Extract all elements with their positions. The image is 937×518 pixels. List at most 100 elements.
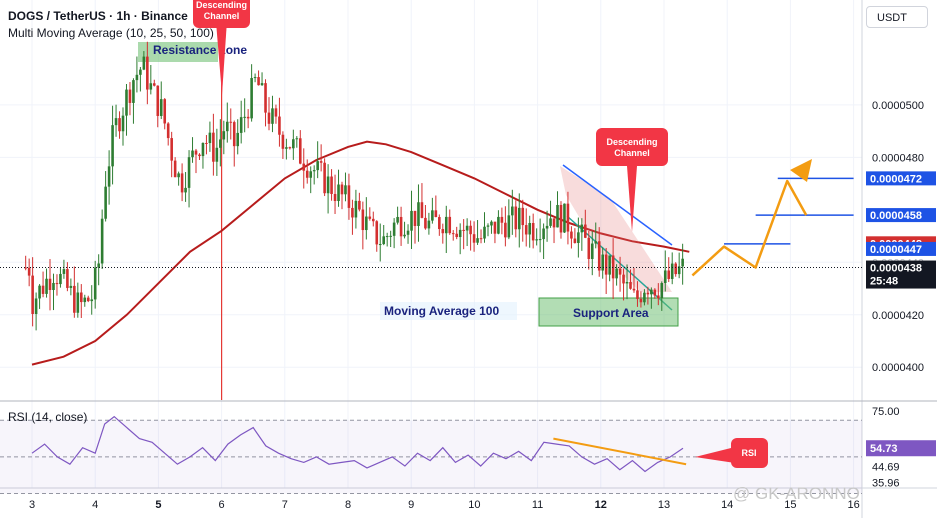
candle-body <box>76 292 80 313</box>
candle-body <box>295 138 299 140</box>
candle-body <box>458 229 462 238</box>
candle-body <box>274 108 278 117</box>
candle-body <box>288 147 292 149</box>
time-tick: 13 <box>658 499 670 511</box>
candle-body <box>657 295 660 299</box>
candle-body <box>48 278 52 291</box>
candle-body <box>139 69 142 75</box>
candle-body <box>417 202 420 226</box>
candle-body <box>476 238 479 243</box>
candle-body <box>549 218 552 226</box>
candle-body <box>201 142 205 157</box>
rsi-tick: 75.00 <box>872 406 900 418</box>
time-tick: 6 <box>219 499 225 511</box>
candle-body <box>493 221 497 234</box>
candle-body <box>465 225 469 231</box>
candle-body <box>246 116 250 119</box>
candle-body <box>434 210 438 218</box>
candle-body <box>257 77 260 86</box>
rsi-line <box>31 415 684 473</box>
rsi-callout-text: RSI <box>741 448 756 458</box>
candle-body <box>278 116 281 135</box>
candle-body <box>309 171 313 178</box>
candle-body <box>135 74 139 81</box>
watermark: @ GK-ARONNO <box>733 484 860 503</box>
candle-body <box>232 122 236 147</box>
candle-body <box>344 185 347 195</box>
candle-body <box>302 163 306 171</box>
descending-channel-callout-top-text: Descending <box>196 0 247 10</box>
resistance-zone-box <box>138 42 218 62</box>
candle-body <box>292 139 295 149</box>
candle-body <box>191 150 194 158</box>
candle-body <box>566 203 570 232</box>
candle-body <box>236 132 240 147</box>
candle-body <box>215 147 219 162</box>
candle-body <box>403 234 406 237</box>
candle-body <box>444 216 448 234</box>
candle-body <box>365 216 368 231</box>
candle-body <box>486 225 490 227</box>
descending-channel-callout-top-text: Channel <box>204 11 240 21</box>
candle-body <box>497 216 500 234</box>
candle-body <box>378 244 382 246</box>
time-tick: 7 <box>282 499 288 511</box>
candle-body <box>198 154 201 157</box>
candle-body <box>556 204 559 228</box>
time-tick: 4 <box>92 499 98 511</box>
currency-selector[interactable]: USDT <box>866 6 928 28</box>
candle-body <box>517 207 521 230</box>
candle-body <box>121 115 125 132</box>
candle-body <box>490 221 493 226</box>
candle-body <box>114 118 118 126</box>
candle-body <box>104 186 107 219</box>
candle-body <box>413 210 417 226</box>
candle-body <box>225 121 229 132</box>
candle-body <box>643 292 646 303</box>
candle-body <box>531 222 535 241</box>
candle-body <box>118 118 121 132</box>
candle-body <box>441 229 445 234</box>
support-area-box <box>538 297 679 327</box>
candle-body <box>500 216 504 223</box>
candle-body <box>55 282 59 285</box>
candle-body <box>639 298 643 303</box>
candle-body <box>45 278 48 294</box>
time-tick: 9 <box>408 499 414 511</box>
candle-body <box>177 173 180 178</box>
candle-body <box>229 121 233 123</box>
candle-body <box>260 83 264 86</box>
indicator-label[interactable]: Multi Moving Average (10, 25, 50, 100) <box>8 26 214 40</box>
candle-body <box>351 207 354 218</box>
candle-body <box>125 89 128 116</box>
candle-body <box>594 241 598 244</box>
candle-body <box>173 160 177 178</box>
price-label-bg <box>866 260 936 289</box>
descending-channel-callout-top-box <box>193 0 250 28</box>
price-label: 0.0000472 <box>870 173 922 185</box>
candle-body <box>584 224 587 238</box>
candle-body <box>580 224 584 233</box>
candle-body <box>59 273 62 285</box>
candle-body <box>250 78 253 119</box>
candle-body <box>340 184 344 195</box>
candle-body <box>660 283 664 299</box>
candle-body <box>504 222 507 238</box>
price-label: 0.0000438 <box>870 263 922 275</box>
price-label-bg <box>866 208 936 223</box>
candle-body <box>472 234 476 243</box>
candle-body <box>677 266 681 275</box>
candle-body <box>170 138 173 161</box>
rsi-callout-pointer <box>695 447 735 463</box>
candle-body <box>552 218 556 228</box>
candle-body <box>681 258 684 267</box>
candle-body <box>608 255 611 275</box>
candle-body <box>563 203 566 233</box>
candle-body <box>358 200 361 210</box>
candle-body <box>31 275 34 314</box>
projection-path <box>691 179 808 277</box>
candle-body <box>34 298 38 314</box>
candle-body <box>601 254 604 271</box>
candle-body <box>424 217 427 229</box>
